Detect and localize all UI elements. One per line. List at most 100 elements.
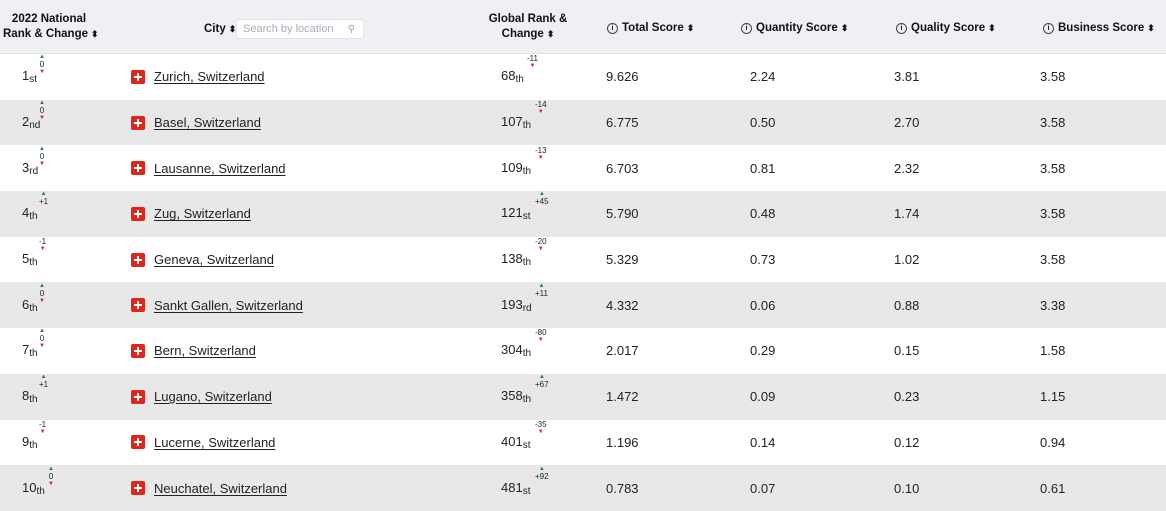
table-row: 6th ▲ 0 ▼ Sankt Gallen, Switzerland 193rd ▲ +11… [0,282,1166,329]
arrow-down-icon: ▼ [39,69,45,76]
global-rank: 358th ▲ +67 [501,374,549,406]
global-rank-change: ▲ +92 [535,465,549,481]
arrow-up-icon: ▲ [538,191,545,198]
total-score-cell: 4.332 [606,297,639,313]
global-rank-cell: 304th -80 ▼ [501,328,547,374]
column-header-quantity-score[interactable]: i Quantity Score ⬍ [741,21,848,36]
sort-icon[interactable]: ⬍ [91,29,99,39]
national-rank: 6th ▲ 0 ▼ [22,282,45,314]
arrow-down-icon: ▼ [39,246,46,253]
national-rank-cell: 8th ▲ +1 [22,374,49,420]
national-rank: 3rd ▲ 0 ▼ [22,145,45,177]
column-header-quality-score[interactable]: i Quality Score ⬍ [896,21,996,36]
global-rank: 68th -11 ▼ [501,54,538,86]
city-link[interactable]: Bern, Switzerland [154,343,256,359]
column-header-total-score[interactable]: i Total Score ⬍ [607,21,694,36]
total-score-cell: 2.017 [606,343,639,359]
national-rank-cell: 2nd ▲ 0 ▼ [22,100,45,146]
business-score-cell: 0.94 [1040,434,1066,450]
city-link[interactable]: Neuchatel, Switzerland [154,480,287,496]
quantity-score-cell: 2.24 [750,69,776,85]
global-rank-change: -80 ▼ [535,328,547,344]
column-header-global-rank[interactable]: Global Rank & Change ⬍ [488,13,568,40]
national-rank: 8th ▲ +1 [22,374,49,406]
quantity-score-cell: 0.07 [750,480,776,496]
global-rank: 304th -80 ▼ [501,328,547,360]
sort-icon[interactable]: ⬍ [686,23,695,33]
global-rank-cell: 107th -14 ▼ [501,100,547,146]
info-icon[interactable]: i [1043,23,1054,34]
city-link[interactable]: Lucerne, Switzerland [154,434,276,450]
arrow-down-icon: ▼ [48,480,54,487]
search-input[interactable] [237,23,343,35]
city-link[interactable]: Zurich, Switzerland [154,69,265,85]
arrow-up-icon: ▲ [538,282,545,289]
global-rank-change: -35 ▼ [535,419,547,435]
global-rank-cell: 358th ▲ +67 [501,374,549,420]
national-rank-change: ▲ +1 [39,191,49,207]
city-link[interactable]: Geneva, Switzerland [154,252,274,268]
arrow-up-icon: ▲ [40,191,47,198]
arrow-up-icon: ▲ [39,54,45,61]
global-rank-cell: 193rd ▲ +11 [501,282,548,328]
national-rank: 2nd ▲ 0 ▼ [22,100,45,132]
global-rank: 121st ▲ +45 [501,191,549,223]
global-rank-cell: 109th -13 ▼ [501,145,547,191]
swiss-flag-icon [131,481,145,496]
column-header-business-score[interactable]: i Business Score ⬍ [1043,21,1155,36]
quality-score-cell: 1.02 [894,252,920,268]
sort-icon[interactable]: ⬍ [228,24,237,34]
business-score-cell: 3.58 [1040,69,1066,85]
swiss-flag-icon [131,343,145,358]
info-icon[interactable]: i [607,23,618,34]
arrow-down-icon: ▼ [39,343,45,350]
arrow-down-icon: ▼ [39,428,46,435]
global-rank-cell: 138th -20 ▼ [501,237,547,283]
city-link[interactable]: Lausanne, Switzerland [154,160,286,176]
business-score-cell: 3.38 [1040,297,1066,313]
global-rank: 401st -35 ▼ [501,419,547,451]
column-header-city[interactable]: City ⬍ [204,23,237,35]
business-score-cell: 3.58 [1040,115,1066,131]
city-link[interactable]: Basel, Switzerland [154,115,261,131]
arrow-up-icon: ▲ [40,374,47,381]
city-cell: Basel, Switzerland [131,100,261,146]
city-link[interactable]: Lugano, Switzerland [154,389,272,405]
global-rank: 109th -13 ▼ [501,145,547,177]
national-rank-cell: 10th ▲ 0 ▼ [22,465,54,511]
business-score-cell: 3.58 [1040,206,1066,222]
global-rank: 193rd ▲ +11 [501,282,548,314]
swiss-flag-icon [131,69,145,84]
table-row: 2nd ▲ 0 ▼ Basel, Switzerland 107th -14 ▼ 6.775 0.… [0,99,1166,146]
sort-icon[interactable]: ⬍ [840,23,849,33]
quantity-score-cell: 0.29 [750,343,776,359]
sort-icon[interactable]: ⬍ [1147,23,1155,33]
national-rank-cell: 9th -1 ▼ [22,420,46,466]
arrow-down-icon: ▼ [537,109,544,116]
city-cell: Geneva, Switzerland [131,237,274,283]
total-score-cell: 5.329 [606,252,639,268]
quality-score-cell: 3.81 [894,69,920,85]
arrow-up-icon: ▲ [48,465,54,472]
national-rank-cell: 6th ▲ 0 ▼ [22,282,45,328]
column-header-national-rank[interactable]: 2022 National Rank & Change ⬍ [3,13,99,40]
quality-score-cell: 1.74 [894,206,920,222]
search-icon[interactable]: ⚲ [347,23,355,35]
table-row: 1st ▲ 0 ▼ Zurich, Switzerland 68th -11 ▼ 9.626 2.… [0,54,1166,100]
global-rank: 138th -20 ▼ [501,237,547,269]
sort-icon[interactable]: ⬍ [546,29,555,39]
national-rank-change: -1 ▼ [39,237,47,253]
city-link[interactable]: Zug, Switzerland [154,206,251,222]
info-icon[interactable]: i [741,23,752,34]
total-score-cell: 5.790 [606,206,639,222]
city-cell: Bern, Switzerland [131,328,256,374]
city-cell: Zurich, Switzerland [131,54,265,100]
city-link[interactable]: Sankt Gallen, Switzerland [154,297,303,313]
sort-icon[interactable]: ⬍ [988,23,996,33]
city-cell: Sankt Gallen, Switzerland [131,282,303,328]
global-rank: 107th -14 ▼ [501,100,547,132]
info-icon[interactable]: i [896,23,907,34]
city-cell: Neuchatel, Switzerland [131,465,287,511]
quantity-score-cell: 0.50 [750,115,776,131]
